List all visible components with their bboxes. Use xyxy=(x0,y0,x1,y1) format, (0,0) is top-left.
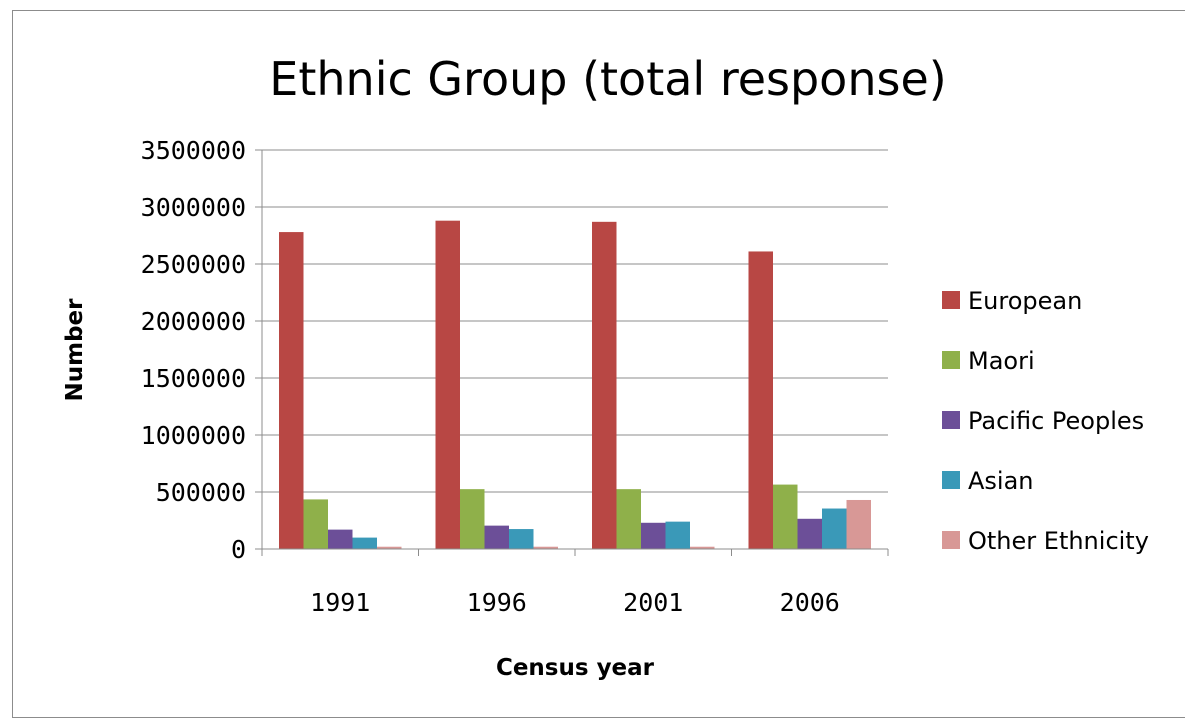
bar-european-1991 xyxy=(279,232,304,549)
y-tick-label: 2500000 xyxy=(141,250,246,279)
bar-pacific-peoples-1996 xyxy=(484,525,509,549)
bar-other-ethnicity-2006 xyxy=(846,499,871,549)
x-tick-label: 2006 xyxy=(780,588,840,617)
chart-title: Ethnic Group (total response) xyxy=(269,52,946,106)
bar-pacific-peoples-1991 xyxy=(328,529,353,549)
x-axis-ticks: 1991 1996 2001 2006 xyxy=(261,549,889,617)
bar-other-ethnicity-1991 xyxy=(377,546,402,549)
y-tick-label: 1000000 xyxy=(141,421,246,450)
bar-other-ethnicity-1996 xyxy=(533,546,558,549)
bar-maori-1991 xyxy=(303,499,328,549)
y-tick-label: 3500000 xyxy=(141,136,246,165)
legend-swatch-maori xyxy=(942,351,960,369)
bar-asian-1991 xyxy=(352,537,377,549)
y-tick-label: 1500000 xyxy=(141,364,246,393)
y-tick-label: 500000 xyxy=(156,478,246,507)
bar-asian-2006 xyxy=(822,508,847,549)
bar-european-1996 xyxy=(435,220,460,549)
legend-label-maori: Maori xyxy=(968,347,1035,375)
bar-pacific-peoples-2006 xyxy=(797,518,822,549)
legend-swatch-pacific-peoples xyxy=(942,411,960,429)
y-tick-label: 2000000 xyxy=(141,307,246,336)
x-tick-label: 2001 xyxy=(623,588,683,617)
bar-maori-2001 xyxy=(616,489,641,549)
x-tick-label: 1991 xyxy=(310,588,370,617)
legend-label-pacific-peoples: Pacific Peoples xyxy=(968,407,1144,435)
legend-swatch-other-ethnicity xyxy=(942,531,960,549)
bar-pacific-peoples-2001 xyxy=(641,522,666,549)
legend-label-other-ethnicity: Other Ethnicity xyxy=(968,527,1149,555)
bar-asian-1996 xyxy=(509,529,534,549)
legend: European Maori Pacific Peoples Asian Other E… xyxy=(942,287,1149,555)
bar-european-2006 xyxy=(748,251,773,549)
y-tick-label: 3000000 xyxy=(141,193,246,222)
y-tick-label: 0 xyxy=(231,535,246,564)
bar-asian-2001 xyxy=(665,521,690,549)
legend-label-asian: Asian xyxy=(968,467,1034,495)
bar-maori-2006 xyxy=(773,484,798,549)
bar-other-ethnicity-2001 xyxy=(690,546,715,549)
bars xyxy=(279,220,871,549)
legend-swatch-asian xyxy=(942,471,960,489)
x-axis-label: Census year xyxy=(496,655,655,681)
legend-label-european: European xyxy=(968,287,1082,315)
y-axis-label: Number xyxy=(62,298,88,402)
x-tick-label: 1996 xyxy=(467,588,527,617)
legend-swatch-european xyxy=(942,291,960,309)
bar-maori-1996 xyxy=(460,489,485,549)
y-axis-ticks: 0 500000 1000000 1500000 2000000 2500000 30000… xyxy=(141,136,262,564)
bar-european-2001 xyxy=(592,221,617,549)
gridlines xyxy=(262,149,888,493)
